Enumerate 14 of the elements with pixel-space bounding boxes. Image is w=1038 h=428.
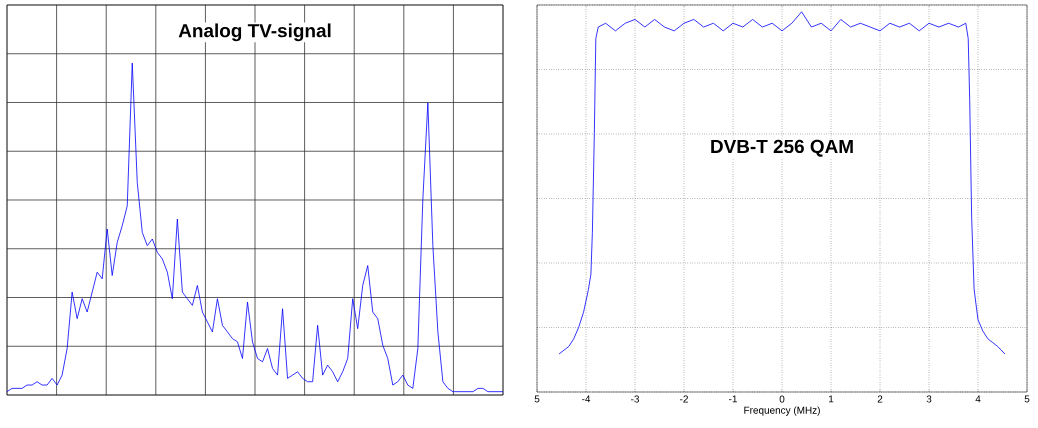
- x-tick-label: -3: [631, 395, 640, 403]
- x-tick-label: 4: [975, 395, 981, 403]
- x-tick-label: 5: [1024, 395, 1030, 403]
- chart-title: Analog TV-signal: [178, 23, 331, 42]
- x-tick-label: 3: [926, 395, 932, 403]
- x-tick-label: 2: [877, 395, 883, 403]
- x-axis-title: Frequency (MHz): [744, 406, 820, 416]
- text: DVB-T 256 QAM: [711, 139, 853, 157]
- x-tick-label: 1: [829, 395, 834, 403]
- x-tick-label: 5: [534, 395, 540, 403]
- x-tick-label: -1: [729, 395, 737, 403]
- x-tick-label: -2: [680, 395, 688, 403]
- x-tick-label: -4: [582, 395, 591, 403]
- x-tick-label: 0: [779, 395, 785, 403]
